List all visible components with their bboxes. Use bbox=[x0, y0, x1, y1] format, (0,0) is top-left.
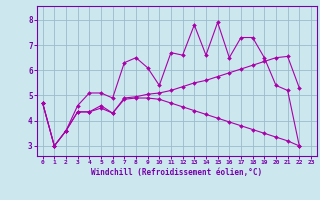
X-axis label: Windchill (Refroidissement éolien,°C): Windchill (Refroidissement éolien,°C) bbox=[91, 168, 262, 177]
